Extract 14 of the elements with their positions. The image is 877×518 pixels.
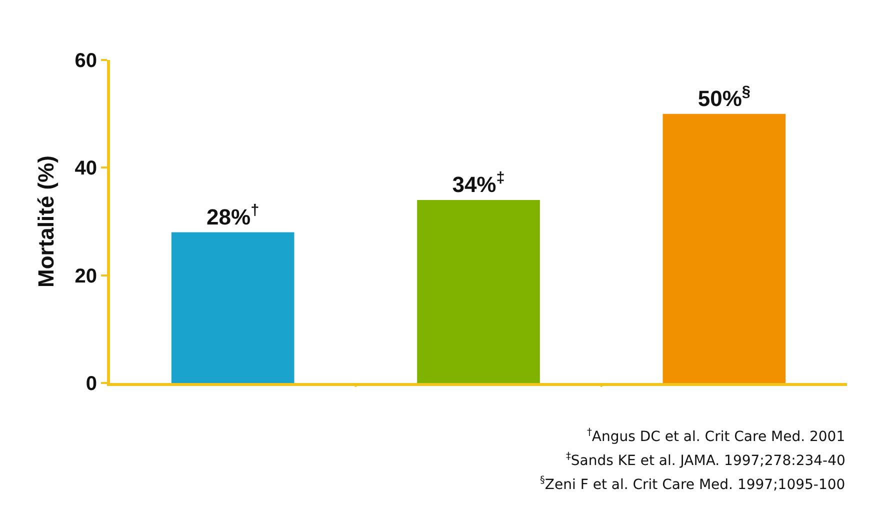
text: $^{§}$Zeni F et al. Crit Care Med. 1997;1095-100 <box>540 475 846 493</box>
bar <box>662 114 786 383</box>
text: $^{‡}$Sands KE et al. JAMA. 1997;278:234-40 <box>566 451 846 469</box>
bar <box>417 200 540 383</box>
y-tick-label: 20 <box>74 265 97 288</box>
y-tick-label: 60 <box>74 50 97 72</box>
y-tick-label: 0 <box>86 373 97 395</box>
text: $^{†}$Angus DC et al. Crit Care Med. 2001 <box>587 427 846 445</box>
bar <box>171 232 294 383</box>
data-label: 34%$^{‡}$ <box>452 170 505 197</box>
y-tick-label: 40 <box>74 158 97 180</box>
data-label: 50%$^{§}$ <box>698 84 750 111</box>
data-label: 28%$^{†}$ <box>206 202 260 230</box>
y-axis-title: Mortalité (%) <box>34 156 59 288</box>
